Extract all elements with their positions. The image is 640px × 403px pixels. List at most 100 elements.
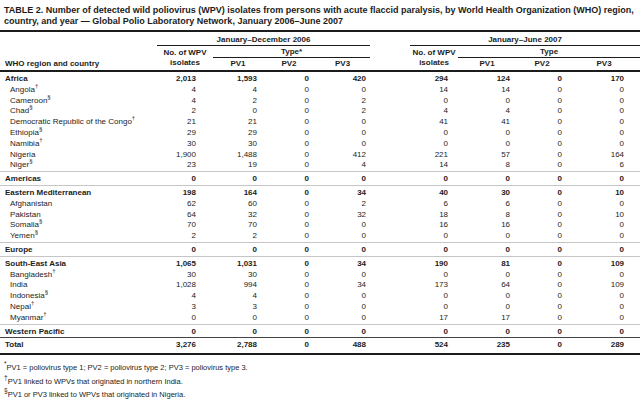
cell-value: 0 — [263, 220, 315, 231]
cell-value: 0 — [516, 185, 568, 198]
cell-value: 0 — [568, 172, 640, 186]
cell-value: 0 — [263, 210, 315, 221]
table-row: Democratic Republic of the Congo†2121004… — [0, 117, 640, 128]
cell-value: 0 — [263, 172, 315, 186]
cell-value: 0 — [213, 313, 263, 324]
column-header-pv1-2007: PV1 — [458, 58, 516, 72]
column-spacer — [370, 71, 410, 85]
cell-value: 2 — [213, 231, 263, 242]
cell-value: 0 — [516, 270, 568, 281]
row-label: Myanmar† — [0, 313, 157, 324]
footnote-type-definitions: *PV1 = poliovirus type 1; PV2 = poliovir… — [4, 359, 640, 373]
cell-value: 0 — [568, 242, 640, 256]
cell-value: 289 — [568, 338, 640, 354]
cell-value: 0 — [263, 185, 315, 198]
cell-value: 0 — [458, 270, 516, 281]
cell-value: 23 — [157, 160, 213, 171]
row-label: Indonesia§ — [0, 291, 157, 302]
table-header: WHO region and country January–December … — [0, 33, 640, 71]
cell-value: 0 — [516, 96, 568, 107]
column-header-pv3-2007: PV3 — [568, 58, 640, 72]
cell-value: 0 — [568, 106, 640, 117]
cell-value: 16 — [410, 220, 458, 231]
cell-value: 0 — [516, 172, 568, 186]
cell-value: 10 — [568, 210, 640, 221]
cell-value: 994 — [213, 280, 263, 291]
cell-value: 57 — [458, 150, 516, 161]
cell-value: 0 — [568, 270, 640, 281]
cell-value: 0 — [458, 96, 516, 107]
cell-value: 0 — [315, 172, 370, 186]
row-label: Somalia§ — [0, 220, 157, 231]
cell-value: 2 — [157, 106, 213, 117]
cell-value: 4 — [458, 106, 516, 117]
cell-value: 0 — [315, 270, 370, 281]
cell-value: 173 — [410, 280, 458, 291]
cell-value: 4 — [157, 85, 213, 96]
cell-value: 4 — [410, 106, 458, 117]
cell-value: 21 — [157, 117, 213, 128]
column-header-isolates-2006: No. of WPV isolates — [157, 46, 213, 72]
cell-value: 0 — [516, 71, 568, 85]
cell-value: 0 — [213, 324, 263, 338]
table-row: Afghanistan6260026600 — [0, 199, 640, 210]
cell-value: 109 — [568, 256, 640, 269]
cell-value: 0 — [263, 96, 315, 107]
cell-value: 164 — [568, 150, 640, 161]
cell-value: 17 — [410, 313, 458, 324]
cell-value: 0 — [263, 302, 315, 313]
row-label: India — [0, 280, 157, 291]
cell-value: 2 — [157, 231, 213, 242]
cell-value: 60 — [213, 199, 263, 210]
table-row: Europe00000000 — [0, 242, 640, 256]
cell-value: 1,065 — [157, 256, 213, 269]
column-spacer — [370, 324, 410, 338]
column-spacer — [370, 270, 410, 281]
cell-value: 524 — [410, 338, 458, 354]
cell-value: 1,900 — [157, 150, 213, 161]
cell-value: 4 — [315, 160, 370, 171]
cell-value: 0 — [410, 302, 458, 313]
cell-value: 10 — [568, 185, 640, 198]
cell-value: 0 — [516, 280, 568, 291]
column-spacer — [370, 210, 410, 221]
column-spacer — [370, 33, 410, 71]
cell-value: 1,028 — [157, 280, 213, 291]
cell-value: 0 — [568, 220, 640, 231]
cell-value: 30 — [213, 139, 263, 150]
column-spacer — [370, 150, 410, 161]
cell-value: 0 — [315, 139, 370, 150]
cell-value: 0 — [315, 231, 370, 242]
cell-value: 0 — [410, 231, 458, 242]
cell-value: 0 — [263, 71, 315, 85]
cell-value: 0 — [568, 302, 640, 313]
cell-value: 0 — [516, 338, 568, 354]
row-label: Yemen§ — [0, 231, 157, 242]
table-row: Americas00000000 — [0, 172, 640, 186]
cell-value: 34 — [315, 280, 370, 291]
footnotes: *PV1 = poliovirus type 1; PV2 = poliovir… — [0, 355, 640, 400]
cell-value: 30 — [458, 185, 516, 198]
cell-value: 34 — [315, 256, 370, 269]
cell-value: 0 — [568, 291, 640, 302]
cell-value: 70 — [157, 220, 213, 231]
table-row: Nepal†33000000 — [0, 302, 640, 313]
cell-value: 294 — [410, 71, 458, 85]
cell-value: 0 — [263, 291, 315, 302]
row-label: Western Pacific — [0, 324, 157, 338]
cell-value: 190 — [410, 256, 458, 269]
cell-value: 0 — [458, 324, 516, 338]
cell-value: 4 — [157, 291, 213, 302]
cell-value: 32 — [213, 210, 263, 221]
column-spacer — [370, 242, 410, 256]
cell-value: 2 — [213, 96, 263, 107]
cell-value: 2,788 — [213, 338, 263, 354]
cell-value: 0 — [516, 128, 568, 139]
cell-value: 170 — [568, 71, 640, 85]
footnote-reference: § — [47, 94, 50, 100]
column-header-type-2007: Type — [458, 46, 640, 58]
cell-value: 40 — [410, 185, 458, 198]
cell-value: 4 — [213, 291, 263, 302]
cell-value: 0 — [568, 117, 640, 128]
cell-value: 64 — [458, 280, 516, 291]
